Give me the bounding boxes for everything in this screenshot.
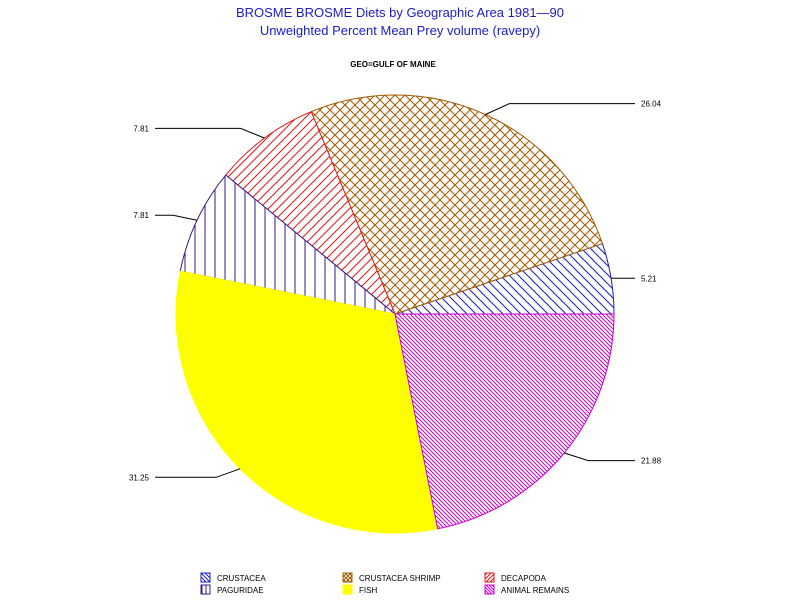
slice-value-label: 7.81 <box>133 124 149 133</box>
chart-subtitle: Unweighted Percent Mean Prey volume (rav… <box>260 23 540 38</box>
group-label: GEO=GULF OF MAINE <box>350 60 436 69</box>
slice-leader-lines: 5.21 26.04 7.81 7.81 31.25 21.88 <box>129 100 662 483</box>
slice-value-label: 31.25 <box>129 473 150 482</box>
slice-value-label: 5.21 <box>641 274 657 283</box>
legend-item-paguridae: PAGURIDAE <box>200 584 264 595</box>
pie-slice-paguridae <box>179 174 396 315</box>
pie-slice-decapoda <box>225 111 396 315</box>
legend-item-animal-remains: ANIMAL REMAINS <box>484 584 569 595</box>
legend-label: FISH <box>359 586 377 595</box>
legend: CRUSTACEA CRUSTACEA SHRIMP DECAPODA PAGURID… <box>200 572 569 595</box>
pie-slice-fish <box>175 270 439 534</box>
slice-value-label: 7.81 <box>133 211 149 220</box>
leader-line-animal-remains <box>564 452 635 462</box>
legend-item-decapoda: DECAPODA <box>484 572 547 583</box>
pie-slices <box>175 94 615 534</box>
legend-label: DECAPODA <box>501 574 547 583</box>
legend-label: CRUSTACEA SHRIMP <box>359 574 441 583</box>
pie-slice-animal-remains <box>394 313 615 530</box>
leader-line-fish <box>155 468 241 478</box>
pie-slice-crustacea-shrimp <box>310 94 604 315</box>
leader-line-crustacea-shrimp <box>485 103 635 115</box>
legend-label: PAGURIDAE <box>217 586 264 595</box>
legend-item-crustacea-shrimp: CRUSTACEA SHRIMP <box>342 572 441 583</box>
legend-label: ANIMAL REMAINS <box>501 586 569 595</box>
legend-swatch <box>200 572 211 583</box>
leader-line-paguridae <box>155 214 198 221</box>
legend-item-crustacea: CRUSTACEA <box>200 572 266 583</box>
legend-item-fish: FISH <box>342 584 377 595</box>
legend-swatch <box>342 584 353 595</box>
legend-swatch <box>484 572 495 583</box>
slice-value-label: 26.04 <box>641 100 662 109</box>
legend-label: CRUSTACEA <box>217 574 266 583</box>
legend-swatch <box>200 584 211 595</box>
legend-swatch <box>342 572 353 583</box>
slice-value-label: 21.88 <box>641 457 662 466</box>
leader-line-decapoda <box>155 127 265 139</box>
chart-title: BROSME BROSME Diets by Geographic Area 1… <box>236 5 564 20</box>
legend-swatch <box>484 584 495 595</box>
